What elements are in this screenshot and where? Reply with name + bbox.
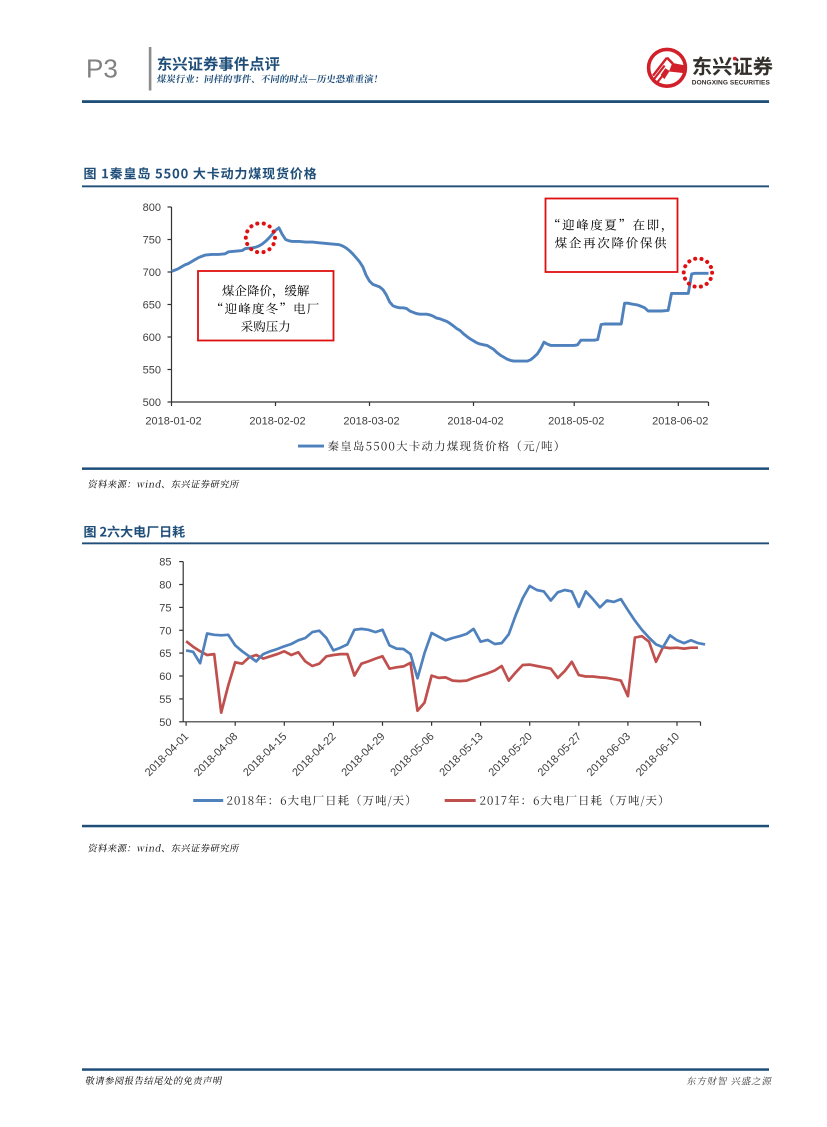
svg-text:DONGXING SECURITIES: DONGXING SECURITIES: [692, 79, 771, 86]
svg-text:550: 550: [143, 365, 161, 377]
svg-text:600: 600: [143, 332, 161, 344]
svg-text:650: 650: [143, 300, 161, 312]
svg-text:2018-04-02: 2018-04-02: [447, 416, 503, 428]
svg-text:50: 50: [159, 717, 171, 729]
svg-text:2018-05-02: 2018-05-02: [548, 416, 604, 428]
svg-text:700: 700: [143, 267, 161, 279]
svg-text:2018-03-02: 2018-03-02: [343, 416, 399, 428]
svg-text:70: 70: [159, 625, 171, 637]
svg-text:75: 75: [159, 602, 171, 614]
svg-text:P3: P3: [86, 54, 118, 84]
svg-text:60: 60: [159, 671, 171, 683]
svg-text:750: 750: [143, 235, 161, 247]
svg-text:65: 65: [159, 648, 171, 660]
svg-text:800: 800: [143, 202, 161, 214]
svg-text:55: 55: [159, 694, 171, 706]
svg-text:85: 85: [159, 557, 171, 569]
svg-text:2018-06-02: 2018-06-02: [652, 416, 708, 428]
svg-text:500: 500: [143, 397, 161, 409]
svg-text:2018-02-02: 2018-02-02: [249, 416, 305, 428]
svg-text:80: 80: [159, 579, 171, 591]
svg-text:2018-01-02: 2018-01-02: [145, 416, 201, 428]
